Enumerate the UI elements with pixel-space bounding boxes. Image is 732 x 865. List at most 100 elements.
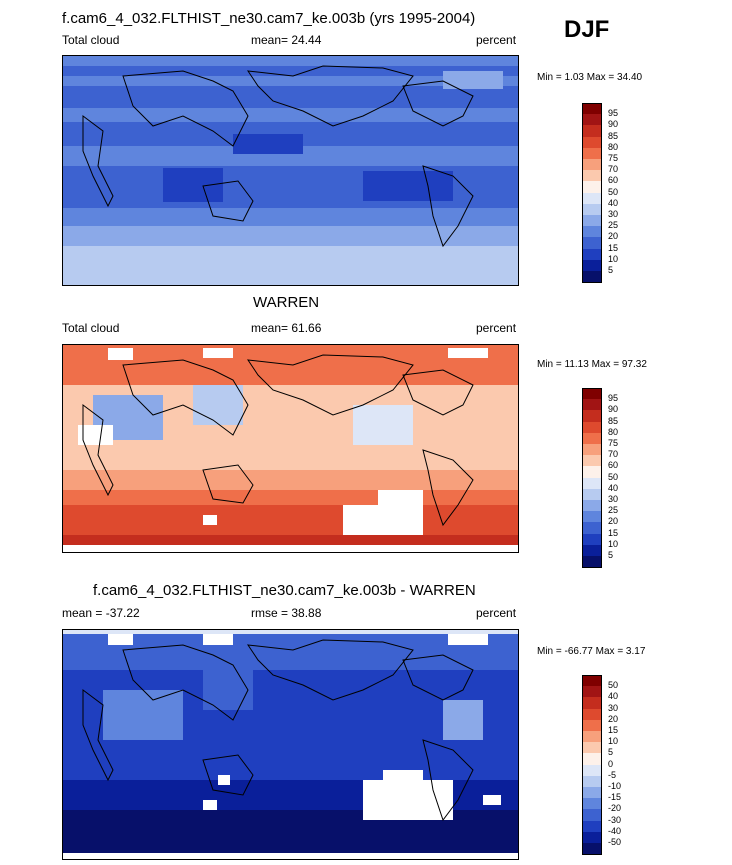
colorbar-tick-label: 95 — [608, 108, 619, 119]
colorbar-swatch — [582, 686, 602, 698]
panel-model-units: percent — [476, 33, 517, 47]
colorbar-tick-label: -20 — [608, 803, 622, 814]
colorbar-swatch — [582, 444, 602, 456]
colorbar-tick-label: 5 — [608, 550, 614, 560]
colorbar-tick-label: 85 — [608, 415, 619, 426]
panel-diff-minmax: Min = -66.77 Max = 3.17 — [537, 646, 646, 657]
colorbar-swatch — [582, 556, 602, 569]
colorbar-tick-label: 20 — [608, 231, 619, 242]
panel-obs-mean: mean= 61.66 — [251, 321, 322, 335]
panel-obs-map — [62, 344, 519, 553]
colorbar-tick-label: 40 — [608, 482, 619, 493]
colorbar-swatch — [582, 432, 602, 444]
colorbar-tick-label: 70 — [608, 164, 619, 175]
colorbar-tick-label: 40 — [608, 197, 619, 208]
colorbar-swatch — [582, 388, 602, 401]
panel-obs-title: WARREN — [253, 294, 320, 311]
colorbar-tick-label: -50 — [608, 837, 622, 847]
panel-diff-map — [62, 629, 519, 860]
colorbar-swatch — [582, 831, 602, 843]
colorbar-tick-label: 50 — [608, 471, 619, 482]
colorbar-swatch — [582, 203, 602, 215]
colorbar-tick-label: 20 — [608, 516, 619, 527]
colorbar-tick-label: 60 — [608, 175, 619, 186]
colorbar-swatch — [582, 719, 602, 731]
colorbar-swatch — [582, 708, 602, 720]
colorbar-tick-label: 80 — [608, 141, 619, 152]
colorbar-tick-label: 0 — [608, 758, 614, 769]
colorbar-tick-label: 30 — [608, 702, 619, 713]
colorbar-tick-label: 90 — [608, 119, 619, 130]
colorbar-swatch — [582, 675, 602, 688]
colorbar-tick-label: 15 — [608, 242, 619, 253]
colorbar-swatch — [582, 192, 602, 204]
colorbar-swatch — [582, 775, 602, 787]
colorbar-swatch — [582, 533, 602, 545]
colorbar-swatch — [582, 226, 602, 238]
panel-diff-map-svg — [63, 630, 518, 859]
colorbar-tick-label: 30 — [608, 209, 619, 219]
colorbar-swatch — [582, 455, 602, 467]
colorbar-swatch — [582, 114, 602, 126]
colorbar-tick-label: 50 — [608, 186, 619, 197]
colorbar-tick-label: 75 — [608, 438, 619, 448]
colorbar-swatch — [582, 697, 602, 709]
colorbar-swatch — [582, 511, 602, 523]
colorbar-swatch — [582, 215, 602, 227]
panel-model-variable: Total cloud — [62, 33, 120, 47]
colorbar-swatch — [582, 103, 602, 116]
colorbar-swatch — [582, 259, 602, 271]
colorbar-swatch — [582, 764, 602, 776]
colorbar-tick-label: 20 — [608, 713, 619, 724]
colorbar-swatch — [582, 159, 602, 171]
colorbar-tick-label: -30 — [608, 814, 622, 825]
main-title: f.cam6_4_032.FLTHIST_ne30.cam7_ke.003b (… — [62, 10, 476, 27]
colorbar-swatch — [582, 820, 602, 832]
colorbar-tick-label: 60 — [608, 460, 619, 471]
colorbar-tick-label: -10 — [608, 781, 622, 791]
panel-model-map — [62, 55, 519, 286]
colorbar-swatch — [582, 809, 602, 821]
colorbar-swatch — [582, 477, 602, 489]
colorbar-swatch — [582, 798, 602, 810]
colorbar-tick-label: 25 — [608, 505, 619, 516]
colorbar-tick-label: 80 — [608, 426, 619, 437]
colorbar-tick-label: 10 — [608, 538, 619, 549]
colorbar-tick-label: -15 — [608, 792, 622, 803]
colorbar-swatch — [582, 843, 602, 856]
panel-obs-units: percent — [476, 321, 517, 335]
colorbar-swatch — [582, 742, 602, 754]
colorbar-model: 95 90 85 80 75 70 60 50 40 30 25 20 15 10 5 — [582, 103, 642, 284]
colorbar-diff: 50 40 30 20 15 10 5 0 -5 -10 -15 -20 -30 -40 -50 — [582, 675, 642, 856]
panel-diff-rmse: rmse = 38.88 — [251, 606, 322, 620]
panel-diff-units: percent — [476, 606, 517, 620]
colorbar-tick-label: 25 — [608, 220, 619, 231]
colorbar-swatch — [582, 522, 602, 534]
colorbar-tick-label: 40 — [608, 691, 619, 702]
colorbar-obs: 95 90 85 80 75 70 60 50 40 30 25 20 15 10 5 — [582, 388, 642, 569]
colorbar-swatch — [582, 544, 602, 556]
colorbar-tick-label: 5 — [608, 747, 614, 758]
colorbar-tick-label: 75 — [608, 153, 619, 163]
colorbar-tick-label: 5 — [608, 265, 614, 275]
colorbar-tick-label: 10 — [608, 253, 619, 264]
colorbar-tick-label: -5 — [608, 769, 617, 780]
colorbar-swatch — [582, 136, 602, 148]
panel-model-mean: mean= 24.44 — [251, 33, 322, 47]
colorbar-swatch — [582, 500, 602, 512]
panel-diff-mean: mean = -37.22 — [62, 606, 140, 620]
colorbar-swatch — [582, 181, 602, 193]
panel-model-minmax: Min = 1.03 Max = 34.40 — [537, 72, 643, 83]
colorbar-swatch — [582, 466, 602, 478]
colorbar-tick-label: 90 — [608, 404, 619, 415]
colorbar-swatch — [582, 488, 602, 500]
colorbar-swatch — [582, 170, 602, 182]
colorbar-swatch — [582, 237, 602, 249]
colorbar-swatch — [582, 271, 602, 284]
colorbar-tick-label: 15 — [608, 725, 619, 735]
panel-obs-minmax: Min = 11.13 Max = 97.32 — [537, 359, 647, 370]
colorbar-tick-label: 10 — [608, 736, 619, 747]
colorbar-swatch — [582, 787, 602, 799]
colorbar-tick-label: 85 — [608, 130, 619, 141]
colorbar-swatch — [582, 410, 602, 422]
